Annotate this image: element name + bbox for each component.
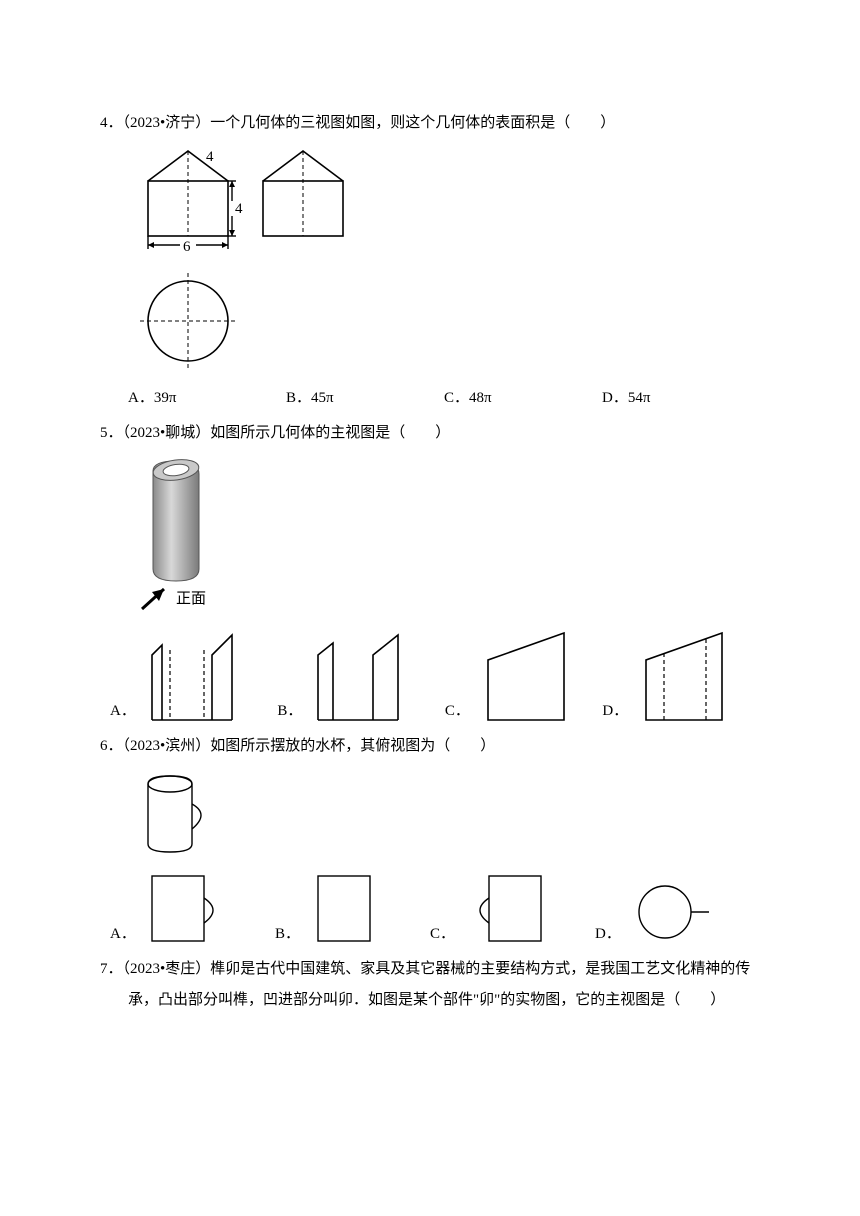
q5-opt-b-label: B． xyxy=(277,698,302,725)
q6-figure xyxy=(100,764,760,864)
q4-top-view xyxy=(128,271,248,381)
q5-figure: 正面 xyxy=(100,451,760,621)
q4-figure-row: 4 4 6 xyxy=(100,141,760,271)
q5-opt-b-fig xyxy=(308,625,408,725)
q5-text: 5．（2023•聊城）如图所示几何体的主视图是（ ） xyxy=(100,420,760,447)
q5-number: 5． xyxy=(100,425,123,441)
q6-source: （2023•滨州） xyxy=(123,738,211,754)
q7-number: 7． xyxy=(100,961,123,977)
q6-opt-d-label: D． xyxy=(595,921,621,948)
q4-number: 4． xyxy=(100,115,123,131)
q5-opt-d-label: D． xyxy=(602,698,628,725)
q6-opt-c-fig xyxy=(461,868,556,948)
q4-opt-d: D．54π xyxy=(602,385,760,412)
q5-opt-a-label: A． xyxy=(110,698,136,725)
question-6: 6．（2023•滨州）如图所示摆放的水杯，其俯视图为（ ） A． B． xyxy=(100,733,760,948)
q6-number: 6． xyxy=(100,738,123,754)
q5-opt-c-label: C． xyxy=(445,698,470,725)
q6-opt-d-fig xyxy=(627,868,722,948)
q6-stem: 如图所示摆放的水杯，其俯视图为（ ） xyxy=(210,738,495,754)
q5-opt-a-fig xyxy=(142,625,242,725)
question-7: 7．（2023•枣庄）榫卯是古代中国建筑、家具及其它器械的主要结构方式，是我国工… xyxy=(100,956,760,1014)
q4-base-label: 6 xyxy=(183,239,191,255)
q4-slant-label: 4 xyxy=(206,149,214,165)
q6-opt-a-label: A． xyxy=(110,921,136,948)
q7-stem-l2: 承，凸出部分叫榫，凹进部分叫卯．如图是某个部件"卯"的实物图，它的主视图是（ ） xyxy=(100,987,760,1014)
q4-source: （2023•济宁） xyxy=(123,115,211,131)
q4-options: A．39π B．45π C．48π D．54π xyxy=(100,385,760,412)
q4-opt-b: B．45π xyxy=(286,385,444,412)
q4-side-view xyxy=(248,141,358,271)
q6-opt-a-fig xyxy=(142,868,237,948)
cup-icon xyxy=(128,764,228,864)
q6-options: A． B． C． xyxy=(100,868,760,948)
q4-top-view-wrap xyxy=(100,271,760,381)
q7-source: （2023•枣庄） xyxy=(123,961,211,977)
q5-stem: 如图所示几何体的主视图是（ ） xyxy=(210,425,450,441)
q4-text: 4．（2023•济宁）一个几何体的三视图如图，则这个几何体的表面积是（ ） xyxy=(100,110,760,137)
q6-text: 6．（2023•滨州）如图所示摆放的水杯，其俯视图为（ ） xyxy=(100,733,760,760)
q5-opt-d-fig xyxy=(634,625,734,725)
tube-icon: 正面 xyxy=(128,451,238,621)
q7-text: 7．（2023•枣庄）榫卯是古代中国建筑、家具及其它器械的主要结构方式，是我国工… xyxy=(100,956,760,983)
q4-opt-a: A．39π xyxy=(128,385,286,412)
q6-opt-b-label: B． xyxy=(275,921,300,948)
q7-stem-l1: 榫卯是古代中国建筑、家具及其它器械的主要结构方式，是我国工艺文化精神的传 xyxy=(210,961,750,977)
q5-opt-c-fig xyxy=(476,625,576,725)
q4-stem: 一个几何体的三视图如图，则这个几何体的表面积是（ ） xyxy=(210,115,615,131)
question-4: 4．（2023•济宁）一个几何体的三视图如图，则这个几何体的表面积是（ ） 4 xyxy=(100,110,760,412)
q5-options: A． B． C． xyxy=(100,625,760,725)
question-5: 5．（2023•聊城）如图所示几何体的主视图是（ ） xyxy=(100,420,760,725)
q4-front-view: 4 4 6 xyxy=(128,141,248,271)
q5-source: （2023•聊城） xyxy=(123,425,211,441)
q6-opt-b-fig xyxy=(306,868,386,948)
q6-opt-c-label: C． xyxy=(430,921,455,948)
q5-front-label: 正面 xyxy=(176,591,206,607)
q4-height-label: 4 xyxy=(235,201,243,217)
q4-opt-c: C．48π xyxy=(444,385,602,412)
